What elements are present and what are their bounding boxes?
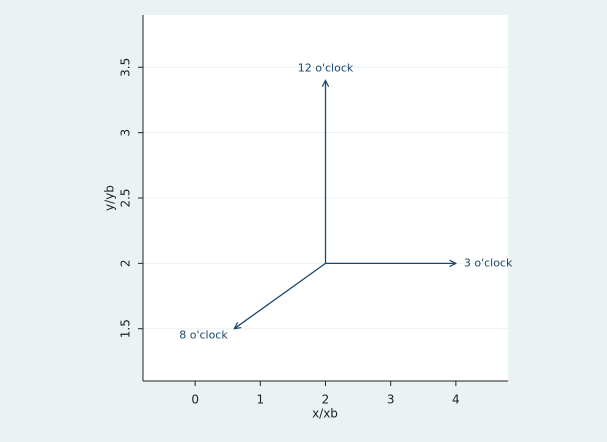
y-tick-label: 2 [119, 260, 133, 268]
x-axis-label: x/xb [312, 407, 338, 421]
arrow-label: 8 o'clock [179, 329, 228, 342]
arrow-label: 3 o'clock [464, 256, 513, 269]
arrow-label: 12 o'clock [298, 61, 354, 74]
x-tick-label: 1 [257, 393, 265, 407]
y-tick-label: 2.5 [119, 188, 133, 207]
y-tick-label: 1.5 [119, 319, 133, 338]
y-tick-label: 3 [119, 129, 133, 137]
x-tick-label: 0 [191, 393, 199, 407]
arrow [234, 262, 326, 328]
x-tick-label: 3 [387, 393, 395, 407]
x-tick-label: 2 [322, 393, 330, 407]
y-axis-label: y/yb [103, 185, 117, 211]
x-tick-label: 4 [452, 393, 460, 407]
y-tick-label: 3.5 [119, 58, 133, 77]
